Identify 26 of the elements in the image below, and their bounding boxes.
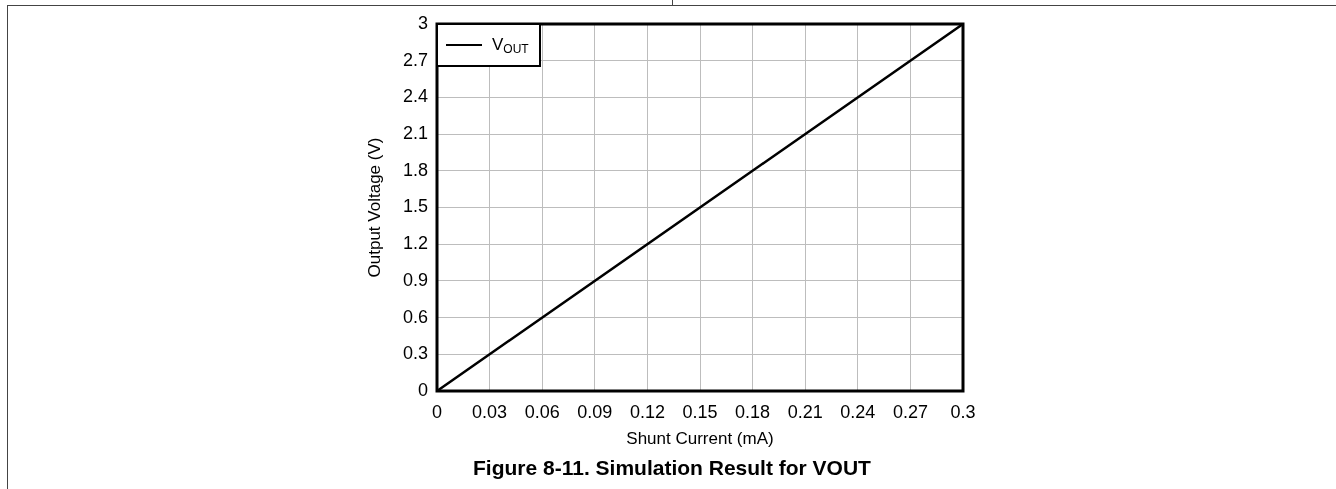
y-tick-label: 0 (417, 379, 428, 400)
x-tick-label: 0.09 (577, 401, 613, 422)
y-tick-label: 2.7 (402, 49, 428, 70)
y-tick-label: 3 (417, 12, 428, 33)
x-tick-label: 0.03 (472, 401, 508, 422)
x-tick-label: 0 (431, 401, 443, 422)
y-tick-label: 0.6 (402, 306, 428, 327)
x-tick-label: 0.06 (524, 401, 560, 422)
y-tick-label: 2.4 (402, 86, 428, 107)
y-tick-label: 1.2 (402, 233, 428, 254)
text: Figure 8-11. Simulation Result for VOUT (472, 455, 872, 481)
y-tick-label: 0.3 (402, 343, 428, 364)
x-tick-label: 0.15 (682, 401, 718, 422)
x-tick-label: 0.3 (950, 401, 976, 422)
y-axis-title: Output Voltage (V) (364, 137, 384, 278)
x-axis-title: Shunt Current (mA) (626, 429, 774, 449)
y-tick-label: 1.5 (402, 196, 428, 217)
y-tick-label: 1.8 (402, 159, 428, 180)
y-tick-label: 2.1 (402, 123, 428, 144)
x-tick-label: 0.18 (735, 401, 771, 422)
legend-label: V$_{OUT}$ (492, 34, 529, 56)
x-tick-label: 0.27 (892, 401, 928, 422)
x-tick-label: 0.21 (787, 401, 823, 422)
y-tick-label: 0.9 (402, 269, 428, 290)
x-tick-label: 0.12 (629, 401, 665, 422)
x-tick-label: 0.24 (840, 401, 876, 422)
